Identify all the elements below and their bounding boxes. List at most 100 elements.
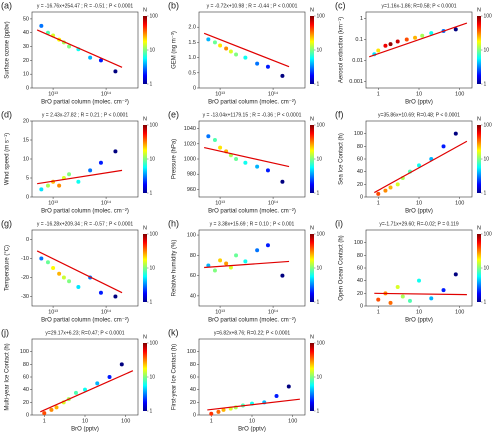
x-axis-label: BrO (pptv) [71, 427, 99, 433]
panel-label: (k) [168, 327, 179, 337]
data-point [395, 39, 400, 44]
data-point [400, 294, 405, 299]
panel-label: (h) [168, 218, 179, 228]
data-point [243, 259, 248, 264]
y-axis-label: Aerosol extinction (km⁻¹) [339, 17, 345, 83]
data-point [107, 375, 112, 379]
data-point [376, 191, 381, 196]
y-tick-label: 20 [23, 58, 29, 64]
y-tick-label: 80 [190, 362, 196, 368]
data-point [453, 131, 458, 136]
x-tick-label: 1 [43, 418, 46, 424]
data-point [441, 144, 446, 149]
y-tick-label: 100 [187, 233, 196, 239]
y-tick-label: 40 [23, 387, 29, 393]
data-point [88, 55, 93, 60]
data-point [95, 381, 100, 386]
plot-area [198, 120, 306, 198]
data-point [395, 285, 400, 289]
data-point [119, 362, 124, 367]
data-point [209, 411, 214, 416]
colorbar-label: N [143, 225, 147, 231]
y-tick-label: 1020 [184, 141, 196, 147]
y-tick-label: 40 [190, 293, 196, 299]
x-tick-label: 10¹⁴ [268, 308, 279, 315]
data-point [39, 256, 44, 261]
data-point [453, 272, 458, 277]
x-axis-label: BrO (pptv) [405, 100, 433, 106]
data-point [113, 294, 118, 299]
data-point [388, 185, 393, 190]
panel-label: (i) [335, 218, 343, 228]
y-tick-label: 0 [193, 85, 196, 91]
panel-label: (b) [168, 0, 179, 10]
colorbar-tick-label: 100 [317, 122, 326, 128]
data-point [453, 27, 458, 32]
data-point [218, 258, 223, 263]
y-tick-label: 40 [357, 278, 363, 284]
colorbar-label: N [143, 7, 147, 13]
x-axis-label: BrO (pptv) [238, 427, 266, 433]
y-tick-label: 960 [187, 187, 196, 193]
colorbar-label: N [310, 7, 314, 13]
y-tick-label: 0.001 [349, 79, 363, 85]
data-point [274, 394, 279, 398]
y-tick-label: 1000 [184, 156, 196, 162]
colorbar-tick-label: 100 [484, 231, 493, 237]
data-point [98, 290, 103, 295]
x-axis-label: BrO partial column (molec. cm⁻²) [41, 209, 129, 215]
x-tick-label: 10¹⁴ [268, 90, 279, 97]
y-tick-label: 2.0 [188, 25, 196, 31]
data-point [67, 279, 72, 284]
y-tick-label: 20 [23, 118, 29, 124]
y-tick-label: 0.5 [188, 70, 196, 76]
data-point [113, 69, 118, 74]
colorbar [143, 343, 147, 411]
data-point [45, 183, 50, 188]
fit-line [207, 398, 300, 411]
x-tick-label: 10 [82, 418, 88, 424]
x-axis-label: BrO partial column (molec. cm⁻²) [41, 100, 129, 106]
x-tick-label: 1 [377, 309, 380, 315]
panel-title: y = -0.72x+10.98 ; R = -0.44 ; P < 0.000… [207, 3, 298, 9]
data-point [51, 266, 56, 270]
y-tick-label: 20 [357, 182, 363, 188]
fit-line [203, 32, 290, 68]
colorbar-tick-label: 1 [317, 299, 320, 305]
x-tick-label: 1 [210, 418, 213, 424]
data-point [255, 164, 260, 169]
y-tick-label: 100 [354, 131, 363, 137]
data-point [429, 31, 434, 36]
colorbar-tick-label: 10 [150, 265, 156, 271]
fit-line [40, 370, 134, 413]
y-axis-label: Multi-year Ice Contact (h) [5, 343, 11, 410]
data-point [98, 58, 103, 63]
panel-title: y=-1.71x+29.60; R=-0.02; P = 0.119 [379, 221, 459, 227]
panel-label: (c) [335, 0, 346, 10]
y-tick-label: 0 [26, 237, 29, 243]
y-tick-label: -10 [21, 256, 29, 262]
x-tick-label: 100 [455, 91, 464, 97]
colorbar-tick-label: 1 [484, 190, 487, 196]
data-point [57, 183, 62, 188]
x-tick-label: 10¹³ [48, 200, 58, 206]
y-tick-label: 40 [23, 30, 29, 36]
data-point [206, 263, 211, 268]
y-axis-label: First-year Ice Contact (h) [172, 344, 178, 410]
colorbar-tick-label: 100 [317, 340, 326, 346]
colorbar-label: N [143, 116, 147, 122]
data-point [280, 179, 285, 184]
x-axis-label: BrO partial column (molec. cm⁻²) [208, 100, 296, 106]
x-axis-label: BrO (pptv) [405, 209, 433, 215]
data-point [255, 248, 260, 253]
data-point [441, 288, 446, 293]
colorbar-tick-label: 10 [150, 47, 156, 53]
colorbar-tick-label: 1 [150, 408, 153, 414]
data-point [234, 253, 239, 258]
plot-area [198, 229, 306, 307]
colorbar-tick-label: 1 [484, 299, 487, 305]
data-point [218, 145, 223, 150]
plot-area [31, 229, 139, 307]
x-tick-label: 1 [377, 200, 380, 206]
